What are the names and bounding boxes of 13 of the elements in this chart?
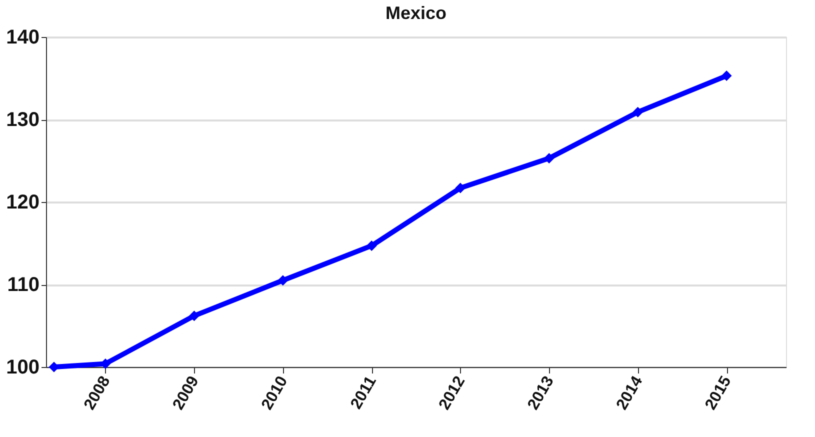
y-tick-label: 140 [6, 26, 40, 48]
point [544, 153, 554, 164]
y-tick-label: 110 [7, 274, 40, 296]
y-tick-label: 100 [6, 356, 40, 378]
point [455, 182, 466, 194]
y-tick-label: 130 [6, 109, 40, 131]
chart-title: Mexico [385, 3, 447, 23]
y-tick-label: 120 [6, 192, 40, 214]
point [632, 106, 644, 118]
point [278, 275, 288, 286]
point [721, 70, 732, 82]
point [366, 240, 377, 251]
point [188, 310, 200, 322]
